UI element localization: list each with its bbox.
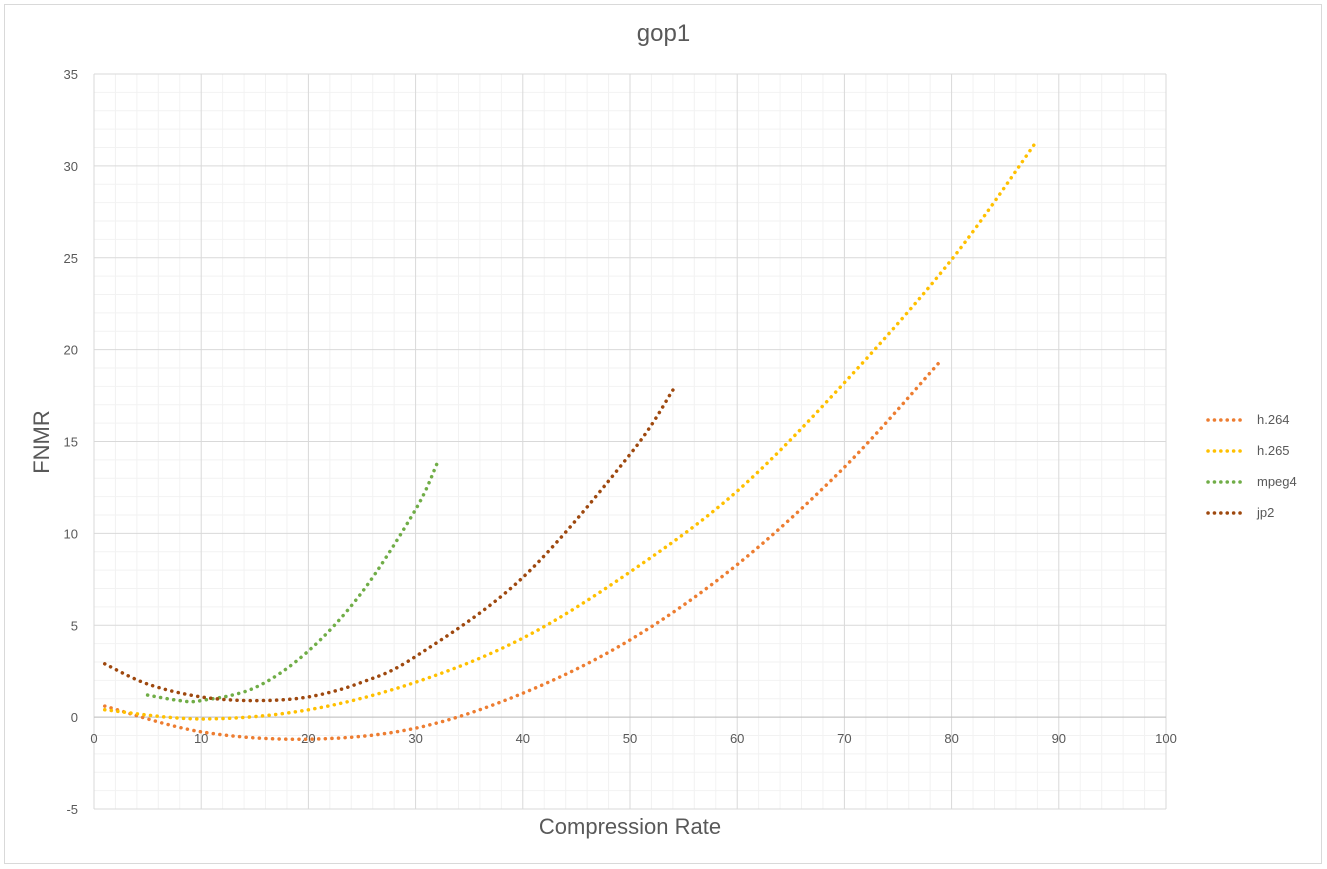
x-tick-label: 20 xyxy=(301,731,315,746)
y-tick-label: 5 xyxy=(71,618,78,633)
legend-item-jp2: jp2 xyxy=(1205,497,1297,528)
x-tick-label: 10 xyxy=(194,731,208,746)
series-line-mpeg4 xyxy=(145,461,439,704)
x-tick-label: 90 xyxy=(1052,731,1066,746)
x-tick-label: 70 xyxy=(837,731,851,746)
y-tick-label: -5 xyxy=(66,802,78,817)
x-tick-label: 50 xyxy=(623,731,637,746)
legend-swatch-h-265 xyxy=(1206,448,1248,453)
legend-label: jp2 xyxy=(1257,505,1275,520)
y-tick-label: 10 xyxy=(64,526,78,541)
x-tick-label: 100 xyxy=(1155,731,1177,746)
series-line-h-265 xyxy=(102,138,1040,721)
legend-label: h.265 xyxy=(1257,443,1290,458)
x-tick-label: 40 xyxy=(516,731,530,746)
legend-swatch-h-264 xyxy=(1206,417,1248,422)
y-tick-label: 25 xyxy=(64,251,78,266)
legend-swatch-mpeg4 xyxy=(1206,479,1248,484)
x-tick-label: 60 xyxy=(730,731,744,746)
legend: h.264 h.265 mpeg4 jp2 xyxy=(1205,404,1297,528)
series-line-jp2 xyxy=(102,388,675,703)
y-tick-label: 35 xyxy=(64,67,78,82)
x-tick-label: 80 xyxy=(944,731,958,746)
legend-item-mpeg4: mpeg4 xyxy=(1205,466,1297,497)
x-tick-label: 30 xyxy=(408,731,422,746)
y-tick-label: 15 xyxy=(64,435,78,450)
x-tick-label: 0 xyxy=(90,731,97,746)
legend-label: mpeg4 xyxy=(1257,474,1297,489)
legend-item-h-264: h.264 xyxy=(1205,404,1297,435)
legend-label: h.264 xyxy=(1257,412,1290,427)
chart-title: gop1 xyxy=(636,20,691,47)
x-axis-title: Compression Rate xyxy=(538,814,722,839)
y-tick-label: 0 xyxy=(71,710,78,725)
legend-item-h-265: h.265 xyxy=(1205,435,1297,466)
y-axis-title: FNMR xyxy=(29,410,54,474)
series-line-h-264 xyxy=(102,358,943,742)
legend-swatch-jp2 xyxy=(1206,510,1248,515)
y-tick-label: 30 xyxy=(64,159,78,174)
y-tick-label: 20 xyxy=(64,343,78,358)
